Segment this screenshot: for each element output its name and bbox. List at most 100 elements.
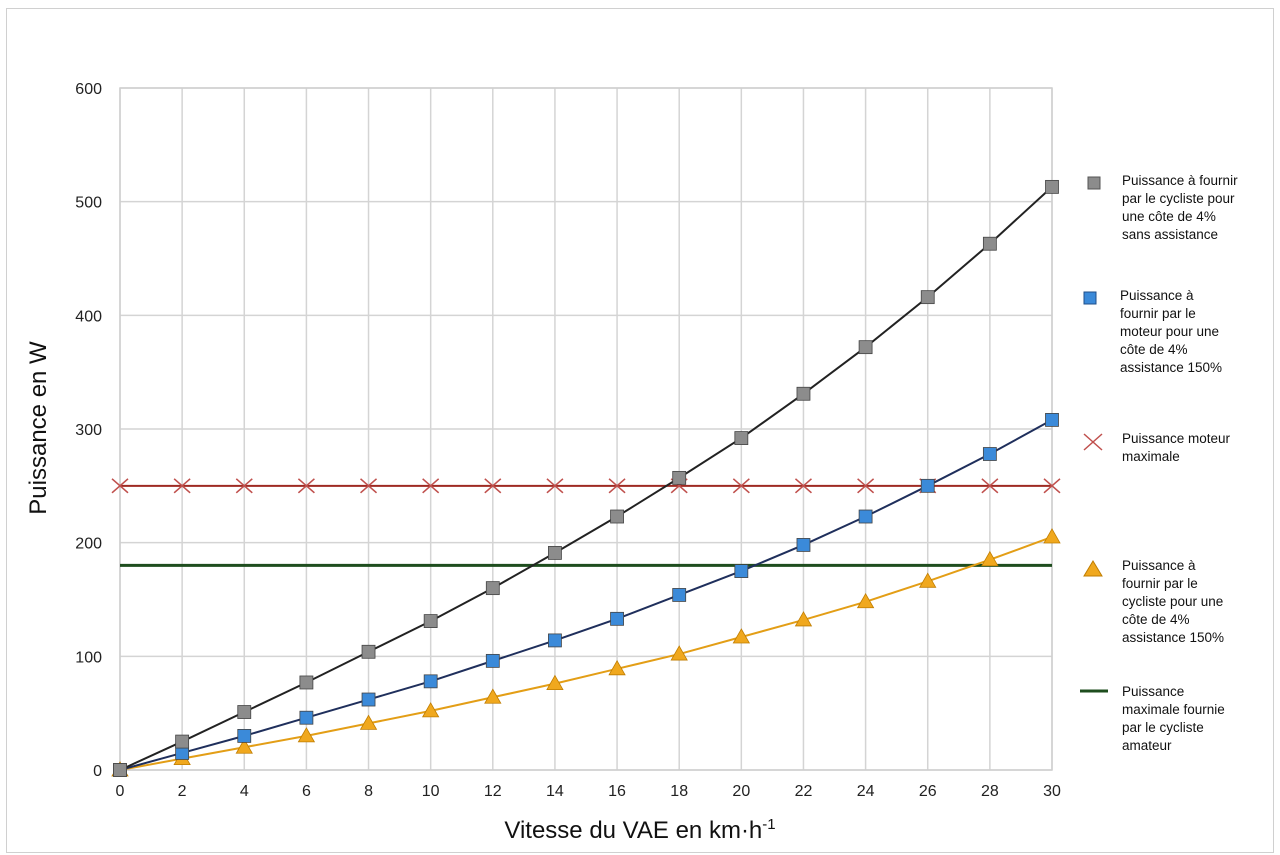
plot-area-border [119,87,1053,771]
data-point [982,447,997,461]
data-point [1043,478,1061,494]
data-point [359,714,378,730]
x-tick-label: 6 [302,783,311,800]
data-point [608,478,626,494]
legend-square-gray-icon [1087,176,1101,190]
legend-text-line: fournir par le [1122,576,1198,591]
x-tick-label: 4 [240,783,249,800]
data-point [299,710,314,725]
data-point [732,628,751,644]
x-tick-label: 12 [484,783,502,800]
data-point [734,564,749,578]
y-tick-label: 200 [75,536,102,553]
data-point [111,478,129,494]
x-tick-label: 24 [857,783,875,800]
data-point [670,645,688,661]
legend-text-line: Puissance moteur [1122,431,1231,446]
grid [119,87,1053,771]
x-tick-label: 26 [919,783,937,800]
data-point [981,550,999,567]
legend-text-line: assistance 150% [1120,360,1223,375]
x-axis-title: Vitesse du VAE en km·h-1 [504,816,775,844]
data-point [297,478,315,494]
data-point [361,692,376,707]
legend-text-line: Puissance à [1122,558,1196,573]
data-point [610,509,624,524]
data-point [235,738,253,754]
legend-square-blue-icon [1083,291,1097,305]
legend-cross-icon [1083,433,1103,451]
y-tick-label: 500 [75,195,102,212]
data-point [981,478,999,494]
data-point [546,674,564,691]
legend-text-line: Puissance à fournir [1122,173,1238,188]
y-tick-label: 600 [75,81,102,98]
x-tick-label: 18 [670,783,688,800]
data-point [610,611,624,626]
data-point [423,614,438,628]
data-point [546,478,564,494]
y-tick-label: 400 [75,308,102,325]
data-point [423,674,438,689]
legend-text-line: maximale fournie [1122,702,1225,717]
legend-triangle-icon [1083,560,1103,577]
data-point [113,763,127,777]
legend-text-line: maximale [1122,449,1180,464]
series-line [119,536,1053,771]
data-point [796,386,811,401]
data-point [237,705,252,719]
data-point [856,592,875,609]
data-point [173,478,191,494]
data-point [732,478,750,494]
legend-text-line: par le cycliste pour [1122,191,1235,206]
data-point [175,734,190,749]
series-1 [113,413,1059,777]
legend-text-line: une côte de 4% [1122,209,1216,224]
x-tick-label: 10 [422,783,440,800]
data-point [422,478,440,494]
legend-text-line: Puissance [1122,684,1185,699]
data-point [919,572,937,588]
data-point [858,509,873,524]
data-point [297,727,316,743]
y-tick-label: 0 [93,763,102,780]
data-point [360,478,378,494]
data-point [1045,413,1059,427]
data-point [361,644,376,659]
legend-text-line: côte de 4% [1120,342,1188,357]
legend-text-line: Puissance à [1120,288,1194,303]
legend-text-line: amateur [1122,738,1172,753]
data-point [548,545,562,560]
data-point [920,290,935,305]
y-tick-label: 300 [75,422,102,439]
legend: Puissance à fournir par le cycliste pour… [1080,0,1270,855]
data-point [548,633,562,648]
y-axis-title: Puissance en W [25,341,52,515]
series-layer [111,179,1061,777]
series-0 [113,179,1059,777]
data-point [485,581,500,596]
data-point [858,340,873,355]
x-tick-label: 16 [608,783,626,800]
x-tick-label: 8 [364,783,373,800]
x-tick-label: 20 [732,783,750,800]
legend-text-line: par le cycliste [1122,720,1204,735]
data-point [235,478,253,494]
x-tick-label: 2 [178,783,187,800]
data-point [421,702,440,718]
data-point [484,688,502,704]
data-point [485,653,500,668]
legend-text-line: moteur pour une [1120,324,1220,339]
data-point [608,660,626,676]
data-point [734,431,749,445]
series-line [119,186,1053,771]
data-point [796,538,811,552]
data-point [794,611,813,627]
data-point [1045,179,1059,194]
data-point [1043,528,1061,544]
x-tick-label: 30 [1043,783,1061,800]
data-point [857,478,875,494]
data-point [299,675,314,690]
x-tick-label: 14 [546,783,564,800]
